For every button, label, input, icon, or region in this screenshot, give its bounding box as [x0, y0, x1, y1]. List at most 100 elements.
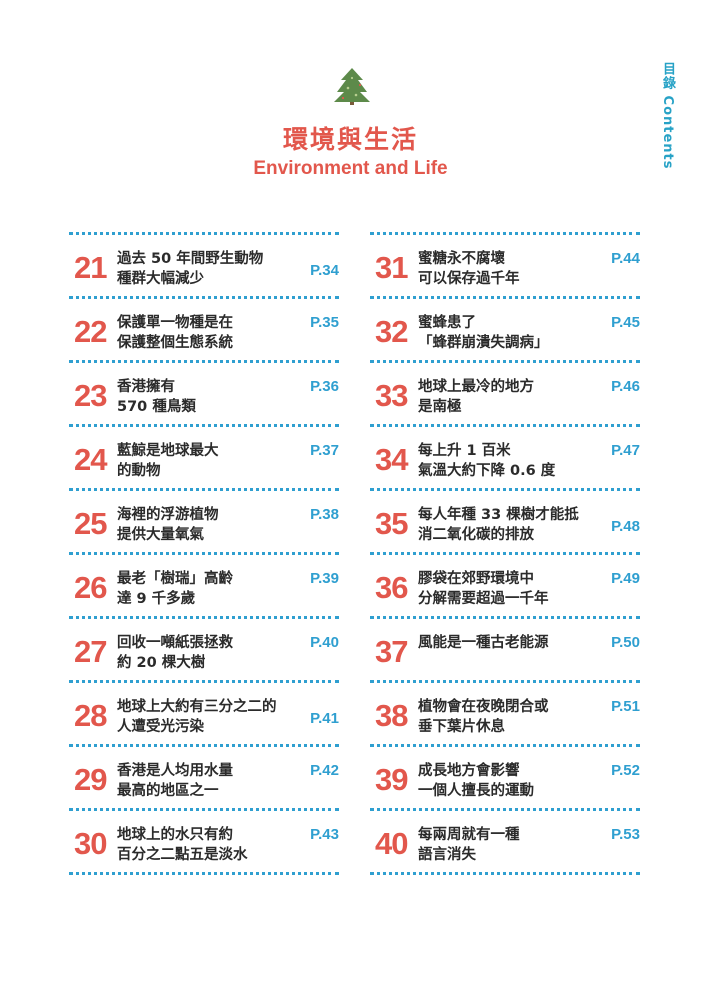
- toc-entry[interactable]: 32 蜜蜂患了 「蜂群崩潰失調病」 P.45: [370, 299, 640, 360]
- toc-entry[interactable]: 35 每人年種 33 棵樹才能抵 消二氧化碳的排放 P.48: [370, 491, 640, 552]
- entry-number: 32: [375, 314, 408, 349]
- entry-title: 每上升 1 百米 氣溫大約下降 0.6 度: [418, 441, 600, 481]
- pine-tree-icon: [334, 68, 370, 105]
- entry-page-number: P.39: [310, 570, 339, 587]
- entry-title: 地球上大約有三分之二的 人遭受光污染: [117, 697, 299, 737]
- entry-title-line: 膠袋在郊野環境中: [418, 571, 534, 587]
- dotted-divider: [370, 680, 640, 683]
- entry-page-number: P.35: [310, 314, 339, 331]
- dotted-divider: [69, 296, 339, 299]
- entry-title-line: 香港是人均用水量: [117, 763, 233, 779]
- toc-entry[interactable]: 37 風能是一種古老能源 P.50: [370, 619, 640, 680]
- entry-title-line: 最高的地區之一: [117, 783, 219, 799]
- entry-number: 34: [375, 442, 408, 477]
- toc-entry[interactable]: 25 海裡的浮游植物 提供大量氧氣 P.38: [69, 491, 339, 552]
- section-title: 環境與生活: [282, 125, 418, 154]
- entry-title-line: 保護整個生態系統: [117, 335, 233, 351]
- toc-entry[interactable]: 28 地球上大約有三分之二的 人遭受光污染 P.41: [69, 683, 339, 744]
- toc-entry[interactable]: 39 成長地方會影響 一個人擅長的運動 P.52: [370, 747, 640, 808]
- entry-title-line: 保護單一物種是在: [117, 315, 233, 331]
- toc-entry[interactable]: 38 植物會在夜晚閉合或 垂下葉片休息 P.51: [370, 683, 640, 744]
- entry-number: 30: [74, 826, 107, 861]
- entry-title-line: 「蜂群崩潰失調病」: [418, 335, 549, 351]
- entry-number: 38: [375, 698, 408, 733]
- entry-title-line: 植物會在夜晚閉合或: [418, 699, 549, 715]
- toc-entry[interactable]: 29 香港是人均用水量 最高的地區之一 P.42: [69, 747, 339, 808]
- toc-entry[interactable]: 31 蜜糖永不腐壞 可以保存過千年 P.44: [370, 235, 640, 296]
- entry-number: 33: [375, 378, 408, 413]
- entry-title-line: 風能是一種古老能源: [418, 635, 549, 651]
- toc-entry[interactable]: 27 回收一噸紙張拯救約 20 棵大樹 P.40: [69, 619, 339, 680]
- entry-title: 植物會在夜晚閉合或 垂下葉片休息: [418, 697, 600, 737]
- entry-title-line: 海裡的浮游植物: [117, 507, 219, 523]
- dotted-divider: [69, 360, 339, 363]
- entry-page-number: P.37: [310, 442, 339, 459]
- toc-entry[interactable]: 33 地球上最冷的地方 是南極 P.46: [370, 363, 640, 424]
- entry-title-line: 百分之二點五是淡水: [117, 847, 248, 863]
- entry-page-number: P.43: [310, 826, 339, 843]
- entry-number: 27: [74, 634, 107, 669]
- toc-entry[interactable]: 40 每兩周就有一種 語言消失 P.53: [370, 811, 640, 872]
- entry-title-line: 地球上的水只有約: [117, 827, 233, 843]
- entry-title-line: 消二氧化碳的排放: [418, 527, 534, 543]
- entry-page-number: P.44: [611, 250, 640, 267]
- toc-entry[interactable]: 26 最老「樹瑞」高齡達 9 千多歲 P.39: [69, 555, 339, 616]
- entry-number: 35: [375, 506, 408, 541]
- entry-title: 風能是一種古老能源: [418, 633, 600, 653]
- dotted-divider: [370, 488, 640, 491]
- toc-entry[interactable]: 24 藍鯨是地球最大 的動物 P.37: [69, 427, 339, 488]
- entry-number: 21: [74, 250, 107, 285]
- entry-title-line: 成長地方會影響: [418, 763, 520, 779]
- entry-page-number: P.48: [611, 518, 640, 535]
- entry-title-line: 達 9 千多歲: [117, 591, 196, 607]
- entry-title: 海裡的浮游植物 提供大量氧氣: [117, 505, 299, 545]
- entry-title-line: 地球上最冷的地方: [418, 379, 534, 395]
- entry-page-number: P.53: [611, 826, 640, 843]
- dotted-divider: [370, 424, 640, 427]
- dotted-divider: [370, 616, 640, 619]
- dotted-divider: [69, 744, 339, 747]
- entry-page-number: P.38: [310, 506, 339, 523]
- dotted-divider: [69, 552, 339, 555]
- entry-title-line: 的動物: [117, 463, 161, 479]
- toc-entry[interactable]: 22 保護單一物種是在 保護整個生態系統 P.35: [69, 299, 339, 360]
- entry-number: 26: [74, 570, 107, 605]
- dotted-divider: [69, 808, 339, 811]
- entry-title-line: 570 種鳥類: [117, 399, 196, 415]
- toc-column-right: 31 蜜糖永不腐壞 可以保存過千年 P.44 32 蜜蜂患了 「蜂群崩潰失調病」 P.45 33…: [370, 232, 640, 875]
- entry-page-number: P.41: [310, 710, 339, 727]
- entry-title-line: 種群大幅減少: [117, 271, 204, 287]
- entry-title: 藍鯨是地球最大 的動物: [117, 441, 299, 481]
- entry-title-line: 藍鯨是地球最大: [117, 443, 219, 459]
- toc-entry[interactable]: 30 地球上的水只有約 百分之二點五是淡水 P.43: [69, 811, 339, 872]
- entry-title-line: 回收一噸紙張拯救: [117, 635, 233, 651]
- entry-number: 23: [74, 378, 107, 413]
- dotted-divider: [69, 872, 339, 875]
- toc-entry[interactable]: 36 膠袋在郊野環境中 分解需要超過一千年 P.49: [370, 555, 640, 616]
- entry-title: 過去 50 年間野生動物 種群大幅減少: [117, 249, 299, 289]
- entry-title-line: 一個人擅長的運動: [418, 783, 534, 799]
- entry-title-line: 每兩周就有一種: [418, 827, 520, 843]
- entry-title: 香港是人均用水量 最高的地區之一: [117, 761, 299, 801]
- toc-entry[interactable]: 21 過去 50 年間野生動物 種群大幅減少 P.34: [69, 235, 339, 296]
- entry-number: 40: [375, 826, 408, 861]
- dotted-divider: [370, 360, 640, 363]
- entry-page-number: P.52: [611, 762, 640, 779]
- dotted-divider: [370, 808, 640, 811]
- entry-title-line: 香港擁有: [117, 379, 175, 395]
- entry-page-number: P.49: [611, 570, 640, 587]
- toc-entry[interactable]: 34 每上升 1 百米 氣溫大約下降 0.6 度 P.47: [370, 427, 640, 488]
- dotted-divider: [69, 232, 339, 235]
- entry-title-line: 地球上大約有三分之二的: [117, 699, 277, 715]
- entry-title: 蜜蜂患了 「蜂群崩潰失調病」: [418, 313, 600, 353]
- entry-number: 39: [375, 762, 408, 797]
- entry-title: 膠袋在郊野環境中 分解需要超過一千年: [418, 569, 600, 609]
- entry-number: 24: [74, 442, 107, 477]
- dotted-divider: [370, 552, 640, 555]
- dotted-divider: [370, 872, 640, 875]
- entry-title: 香港擁有 570 種鳥類: [117, 377, 299, 417]
- entry-title: 每人年種 33 棵樹才能抵 消二氧化碳的排放: [418, 505, 600, 545]
- section-subtitle: Environment and Life: [253, 158, 448, 179]
- toc-column-left: 21 過去 50 年間野生動物 種群大幅減少 P.34 22 保護單一物種是在 保護整個生態…: [69, 232, 339, 875]
- toc-entry[interactable]: 23 香港擁有 570 種鳥類 P.36: [69, 363, 339, 424]
